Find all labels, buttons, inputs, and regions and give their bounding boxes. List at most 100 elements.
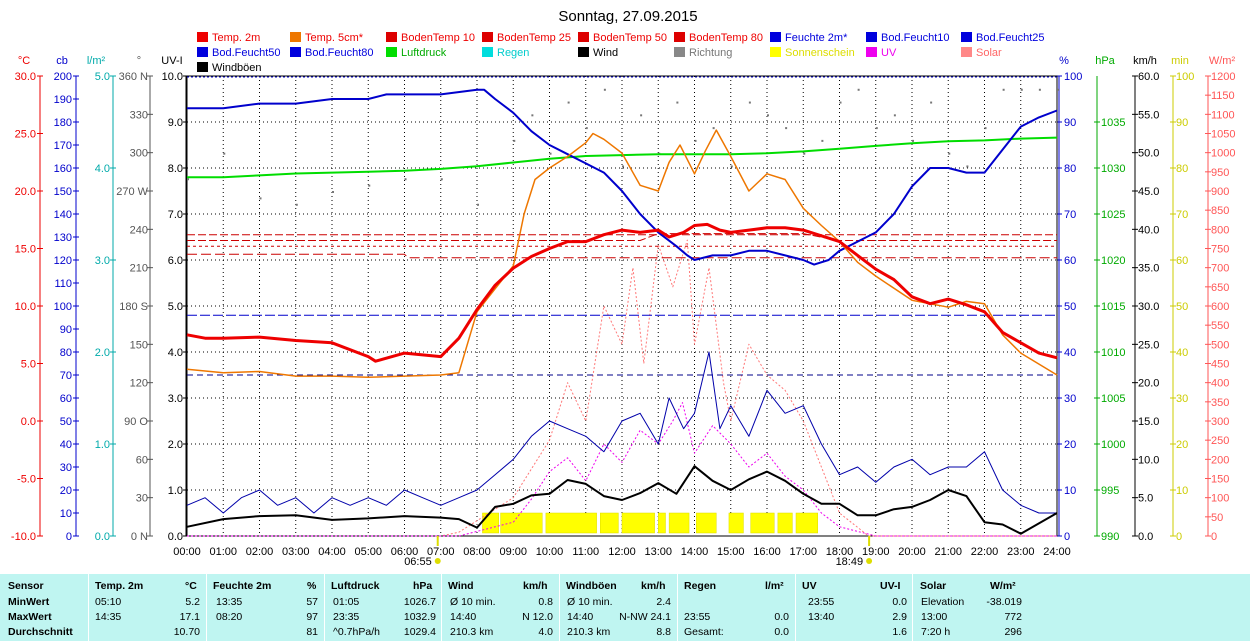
direction-dot [531, 114, 534, 117]
axis-label-wm2: 1100 [1211, 109, 1235, 121]
axis-label-kmh: 60.0 [1138, 71, 1159, 83]
legend-swatch [961, 47, 972, 57]
stat-cell-temp-v: 10.70 [173, 626, 200, 638]
axis-label-dir: 0 N [131, 531, 148, 543]
axis-label-cb: 170 [54, 140, 72, 152]
axis-label-dir: 60 [136, 454, 148, 466]
legend-swatch [482, 47, 493, 57]
direction-dot [839, 101, 842, 104]
series-windb-en [186, 351, 1057, 514]
axis-label-wm2: 400 [1211, 378, 1229, 390]
axis-label-cb: 0 [66, 531, 72, 543]
axis-label-temp: 25.0 [15, 129, 36, 141]
stat-cell-luft-t: 23:35 [333, 611, 360, 623]
stat-cell-boen-v: N-NW 24.1 [619, 611, 671, 623]
series-temp-2m [186, 222, 1058, 363]
axis-label-kmh: 35.0 [1138, 263, 1159, 275]
axis-label-min: 50 [1176, 301, 1188, 313]
axis-label-wm2: 1200 [1211, 71, 1235, 83]
axis-label-hum: 0 [1064, 531, 1070, 543]
axis-label-rain: 5.0 [95, 71, 110, 83]
series-luftdruck [187, 136, 1058, 179]
axis-label-cb: 40 [60, 439, 72, 451]
stat-cell-uv-t: 13:40 [808, 611, 835, 623]
axis-label-rain: 1.0 [95, 439, 110, 451]
axis-label-hpa: 990 [1101, 531, 1119, 543]
stat-cell-luft-t: ^0.7hPa/h [333, 626, 380, 638]
axis-label-temp: 5.0 [21, 359, 36, 371]
axis-label-hpa: 1020 [1101, 255, 1125, 267]
legend-label: Luftdruck [401, 47, 447, 59]
stat-cell-boen-v: 8.8 [656, 626, 671, 638]
x-tick-label: 20:00 [898, 546, 926, 558]
axis-label-cb: 60 [60, 393, 72, 405]
sunshine-block [482, 512, 499, 534]
legend-swatch [290, 47, 301, 57]
axis-unit-uvi: UV-I [161, 55, 182, 67]
axis-label-wm2: 1000 [1211, 148, 1235, 160]
axis-label-uvi: 6.0 [168, 255, 183, 267]
header-windboen: Windböen [566, 580, 617, 592]
direction-dot [549, 152, 552, 155]
sunshine-block [795, 512, 818, 534]
header-temp-unit: °C [185, 580, 197, 592]
header-regen: Regen [684, 580, 717, 592]
x-tick-label: 15:00 [717, 546, 745, 558]
x-tick-label: 02:00 [246, 546, 274, 558]
axis-label-uvi: 10.0 [162, 71, 183, 83]
axis-label-dir: 90 O [124, 416, 148, 428]
axis-label-hpa: 1000 [1101, 439, 1125, 451]
axis-label-hpa: 1025 [1101, 209, 1125, 221]
axis-label-temp: -10.0 [11, 531, 36, 543]
right-axes: 1009080706050403020100%10351030102510201… [1056, 55, 1235, 543]
legend-label: BodenTemp 25 [497, 32, 571, 44]
direction-dot [513, 139, 516, 142]
axis-label-temp: 15.0 [15, 244, 36, 256]
series-feuchte-2m- [187, 88, 1058, 266]
axis-label-wm2: 300 [1211, 416, 1229, 428]
axis-label-uvi: 5.0 [168, 301, 183, 313]
sunshine-block [545, 512, 597, 534]
x-tick-label: 17:00 [789, 546, 817, 558]
x-tick-label: 03:00 [282, 546, 310, 558]
stat-cell-feuchte-t: 13:35 [216, 596, 243, 608]
stat-cell-uv-v: 0.0 [892, 596, 907, 608]
axis-label-min: 30 [1176, 393, 1188, 405]
axis-unit-rain: l/m² [87, 55, 106, 67]
direction-dot [966, 165, 969, 168]
stat-cell-wind-t: 14:40 [450, 611, 477, 623]
legend-swatch [290, 32, 301, 42]
legend-label: UV [881, 47, 897, 59]
header-feuchte-unit: % [307, 580, 317, 592]
axis-label-min: 60 [1176, 255, 1188, 267]
axis-label-wm2: 550 [1211, 320, 1229, 332]
stat-cell-wind-v: 4.0 [538, 626, 553, 638]
direction-dot [948, 152, 951, 155]
legend-swatch [674, 32, 685, 42]
legend-label: Temp. 5cm* [305, 32, 364, 44]
stat-cell-feuchte-v: 81 [306, 626, 318, 638]
axis-label-cb: 80 [60, 347, 72, 359]
series-wind [186, 465, 1058, 535]
stat-cell-regen-t: Gesamt: [684, 626, 724, 638]
axis-label-wm2: 900 [1211, 186, 1229, 198]
legend-label: Sonnenschein [785, 47, 855, 59]
stat-row-label: MinWert [8, 596, 50, 608]
stat-cell-wind-t: Ø 10 min. [450, 596, 496, 608]
axis-label-hum: 20 [1064, 439, 1076, 451]
axis-label-wm2: 500 [1211, 339, 1229, 351]
x-tick-label: 08:00 [463, 546, 491, 558]
legend-swatch [578, 32, 589, 42]
axis-label-hum: 10 [1064, 485, 1076, 497]
legend-label: Bod.Feucht25 [976, 32, 1045, 44]
header-solar: Solar [920, 580, 947, 592]
plot-area [186, 75, 1059, 537]
axis-unit-min: min [1171, 55, 1189, 67]
sunshine-block [658, 512, 666, 534]
x-tick-label: 22:00 [971, 546, 999, 558]
axis-label-kmh: 10.0 [1138, 454, 1159, 466]
legend-label: Solar [976, 47, 1002, 59]
axis-label-hpa: 1035 [1101, 117, 1125, 129]
direction-dot [803, 152, 806, 155]
direction-dot [676, 101, 679, 104]
